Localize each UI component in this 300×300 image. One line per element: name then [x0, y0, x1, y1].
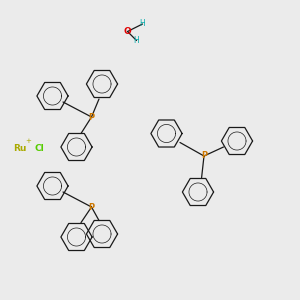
Text: P: P: [88, 112, 94, 122]
Text: Cl: Cl: [34, 144, 44, 153]
Text: H: H: [140, 20, 146, 28]
Text: Ru: Ru: [14, 144, 27, 153]
Text: O: O: [124, 27, 131, 36]
Text: +: +: [26, 138, 32, 144]
Text: P: P: [88, 202, 94, 211]
Text: P: P: [201, 152, 207, 160]
Text: H: H: [134, 36, 140, 45]
